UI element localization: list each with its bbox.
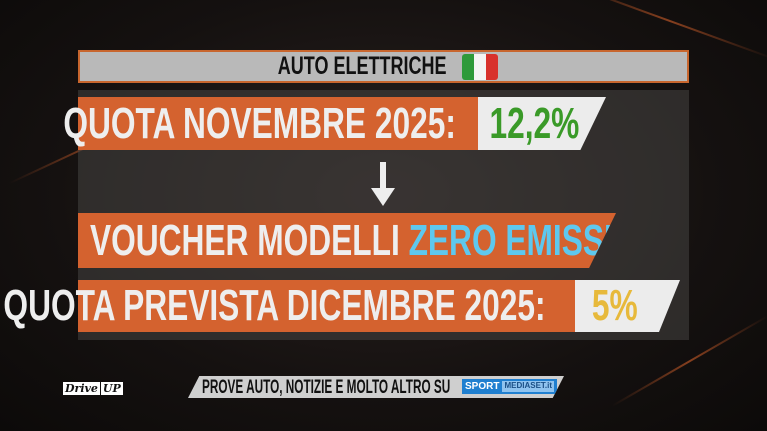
row-value: 12,2% [489, 98, 580, 148]
arrow-down-icon [371, 162, 395, 206]
ticker-text: PROVE AUTO, NOTIZIE E MOLTO ALTRO SU [202, 377, 451, 398]
row-label: QUOTA NOVEMBRE 2025: [63, 98, 456, 148]
italy-flag-icon [461, 53, 498, 80]
sportmediaset-logo: SPORT MEDIASET.it [462, 379, 558, 394]
row-quota-novembre: QUOTA NOVEMBRE 2025: [63, 97, 478, 150]
row-voucher: VOUCHER MODELLI ZERO EMISSIONI [78, 213, 616, 268]
header-bar: AUTO ELETTRICHE [78, 50, 689, 83]
row-label: QUOTA PREVISTA DICEMBRE 2025: [3, 281, 546, 330]
driveup-logo: Drive UP [63, 382, 123, 395]
row-label: VOUCHER MODELLI ZERO EMISSIONI [90, 215, 670, 265]
row-value: 5% [591, 281, 638, 330]
header-title: AUTO ELETTRICHE [278, 52, 447, 80]
footer-ticker: PROVE AUTO, NOTIZIE E MOLTO ALTRO SU SPO… [188, 376, 564, 398]
row-quota-dicembre: QUOTA PREVISTA DICEMBRE 2025: [3, 280, 575, 332]
